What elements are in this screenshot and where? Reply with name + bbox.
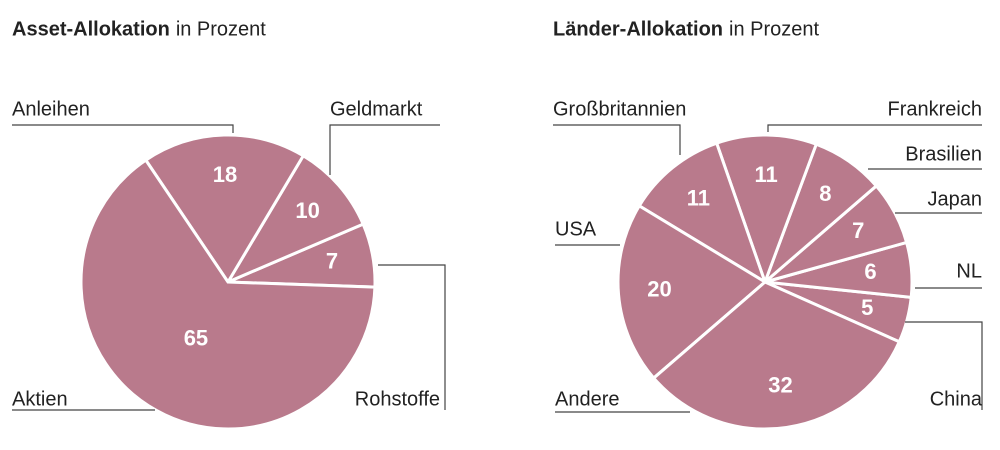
value-label: 10 (295, 198, 319, 223)
value-label: 32 (768, 373, 792, 398)
pie-slice (651, 280, 902, 431)
pie-slice (714, 133, 819, 287)
pie-slice (616, 203, 768, 381)
category-label: Rohstoffe (355, 388, 440, 410)
value-label: 7 (852, 218, 864, 243)
pie-slice (79, 158, 377, 431)
value-label: 11 (754, 162, 777, 187)
category-label: China (930, 388, 983, 410)
leader-line (12, 124, 234, 133)
value-label: 20 (647, 277, 671, 302)
category-label: NL (956, 260, 982, 282)
category-label: Anleihen (12, 98, 90, 120)
value-label: 18 (213, 162, 237, 187)
leader-line (767, 124, 982, 132)
category-label: Brasilien (905, 143, 982, 165)
pie-chart: Asset-Allokation in Prozent 7 Rohstoffe 10 Ge… (12, 18, 446, 431)
category-label: USA (555, 218, 597, 240)
chart-title: Länder-Allokation (553, 18, 723, 40)
value-label: 65 (184, 326, 208, 351)
chart-title: Asset-Allokation (12, 18, 170, 40)
pie-slice (224, 153, 366, 286)
value-label: 7 (326, 248, 338, 273)
value-label: 5 (861, 295, 873, 320)
category-label: Japan (928, 188, 983, 210)
category-label: Geldmarkt (330, 98, 423, 120)
leader-line (905, 321, 983, 410)
value-label: 8 (819, 181, 831, 206)
value-label: 6 (864, 259, 876, 284)
category-label: Aktien (12, 388, 68, 410)
value-label: 11 (687, 186, 710, 211)
leader-line (378, 264, 446, 410)
pie-chart: Länder-Allokation in Prozent 5 China 6 NL 7 Jap… (553, 18, 983, 431)
pie-slice (143, 133, 306, 285)
category-label: Großbritannien (553, 98, 686, 120)
chart-subtitle: in Prozent (176, 18, 266, 40)
category-label: Andere (555, 388, 620, 410)
category-label: Frankreich (888, 98, 982, 120)
leader-line (329, 124, 440, 175)
chart-subtitle: in Prozent (729, 18, 819, 40)
leader-line (553, 124, 681, 155)
pie-slice (637, 141, 768, 286)
